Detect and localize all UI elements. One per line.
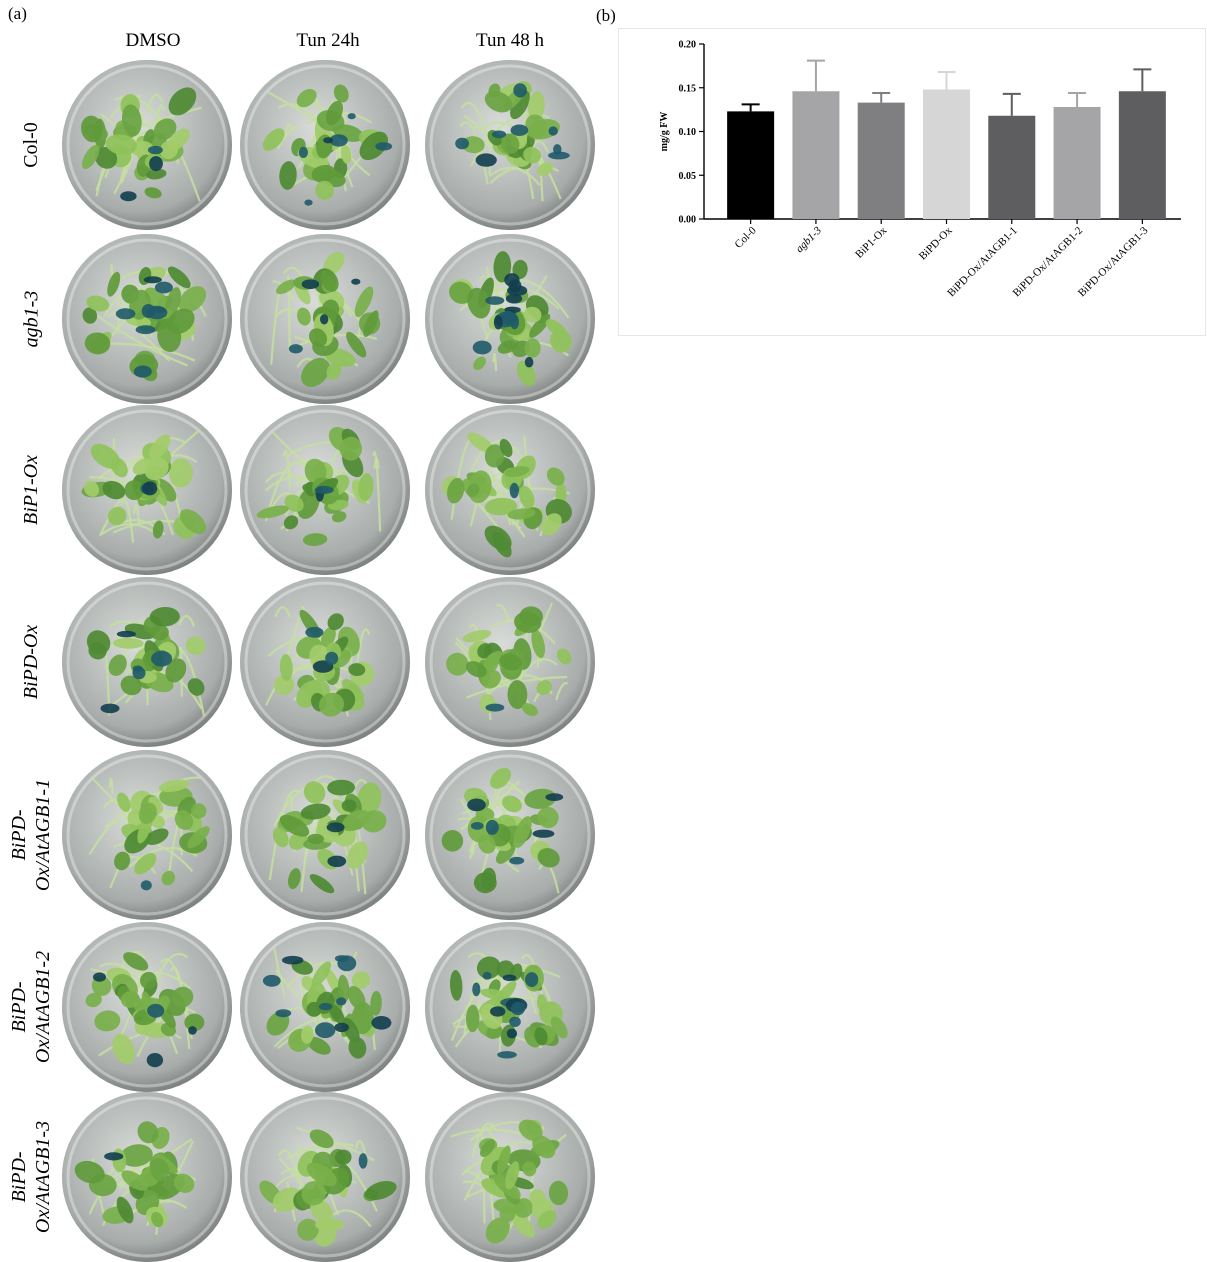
row-label-text: agb1-3: [19, 290, 42, 348]
seedling-plate-photo: [62, 922, 232, 1092]
row-label-text: Col-0: [20, 122, 42, 168]
panel-a-label: (a): [8, 4, 27, 23]
y-tick-label: 0.00: [679, 215, 697, 226]
seedling-plate-photo: [425, 1092, 595, 1262]
row-label-line: Ox/AtAGB1-2: [32, 950, 54, 1064]
bar-1: [792, 91, 840, 219]
seedling-plate-photo: [62, 234, 232, 404]
y-tick-label: 0.05: [679, 171, 697, 182]
bar-chart-svg: 0.00 0.05 0.10 0.15 0.20 mg/g FW Col-0 agb1-3 Bi…: [659, 40, 1181, 300]
row-label-4: BiPD- Ox/AtAGB1-1: [0, 750, 62, 920]
bar-4: [988, 115, 1036, 219]
column-header-dmso: DMSO: [125, 30, 181, 51]
seedling-plate-photo: [425, 234, 595, 404]
seedling-plate-photo: [240, 750, 410, 920]
seedling-plate-photo: [62, 405, 232, 575]
row-label-text: BiPD-Ox: [20, 624, 43, 700]
anthocyanin-bar-chart: 0.00 0.05 0.10 0.15 0.20 mg/g FW Col-0 agb1-3 Bi…: [618, 28, 1206, 336]
bar-2: [857, 102, 905, 219]
seedling-plate-photo: [240, 1092, 410, 1262]
seedling-plate-photo: [240, 60, 410, 230]
row-label-5: BiPD- Ox/AtAGB1-2: [0, 922, 62, 1092]
row-label-line: BiPD-: [8, 981, 30, 1033]
row-label-2: BiP1-Ox: [0, 405, 62, 575]
row-label-text: BiP1-Ox: [20, 455, 43, 525]
seedling-plate-photo: [240, 922, 410, 1092]
seedling-plate-photo: [62, 60, 232, 230]
seedling-plate-photo: [62, 577, 232, 747]
row-label-0: Col-0: [0, 60, 62, 230]
x-tick-label: BiPD-Ox/AtAGB1-3: [1076, 224, 1151, 299]
y-axis-label: mg/g FW: [659, 112, 670, 152]
seedling-plate-photo: [240, 577, 410, 747]
y-tick-label: 0.10: [679, 127, 697, 138]
column-header-tun-24h: Tun 24h: [296, 30, 360, 51]
row-label-6: BiPD- Ox/AtAGB1-3: [0, 1092, 62, 1262]
seedling-plate-photo: [62, 1092, 232, 1262]
seedling-plate-photo: [425, 577, 595, 747]
row-label-line: Ox/AtAGB1-3: [32, 1120, 54, 1234]
row-label-line: Ox/AtAGB1-1: [32, 778, 54, 892]
seedling-plate-photo: [425, 405, 595, 575]
seedling-plate-photo: [240, 234, 410, 404]
x-tick-label: BiPD-Ox: [917, 224, 955, 262]
seedling-plate-photo: [425, 922, 595, 1092]
seedling-plate-photo: [425, 60, 595, 230]
y-tick-label: 0.15: [679, 83, 697, 94]
bar-3: [922, 89, 971, 219]
row-label-line: BiPD-: [8, 1151, 30, 1203]
bar-6: [1118, 91, 1166, 219]
column-header-tun-48h: Tun 48 h: [476, 30, 544, 51]
row-label-line: BiPD-: [8, 809, 30, 861]
x-tick-label: Col-0: [733, 224, 760, 251]
seedling-plate-photo: [62, 750, 232, 920]
x-tick-label: BiPD-Ox/AtAGB1-2: [1011, 225, 1086, 300]
bar-0: [727, 111, 775, 219]
x-tick-label: agb1-3: [794, 224, 825, 255]
panel-b-label: (b): [596, 6, 616, 25]
x-tick-label: BiP1-Ox: [853, 224, 889, 260]
row-label-1: agb1-3: [0, 234, 62, 404]
bar-5: [1053, 107, 1101, 219]
seedling-plate-photo: [240, 405, 410, 575]
x-tick-label: BiPD-Ox/AtAGB1-1: [945, 225, 1020, 300]
seedling-plate-photo: [425, 750, 595, 920]
y-tick-label: 0.20: [679, 40, 697, 51]
row-label-3: BiPD-Ox: [0, 577, 62, 747]
